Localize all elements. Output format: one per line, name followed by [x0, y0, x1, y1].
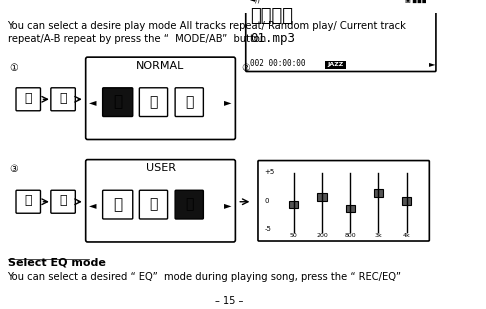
- Text: ▣ ▊▊▊: ▣ ▊▊▊: [405, 0, 428, 3]
- Text: 0: 0: [264, 198, 269, 204]
- FancyBboxPatch shape: [16, 88, 40, 111]
- Text: You can select a desire play mode All tracks repeat/ Random play/ Current track
: You can select a desire play mode All tr…: [7, 21, 406, 44]
- Text: ③: ③: [9, 164, 18, 174]
- Text: 002 00:00:00: 002 00:00:00: [250, 59, 306, 68]
- Text: 🎸: 🎸: [149, 95, 157, 109]
- FancyBboxPatch shape: [175, 190, 203, 219]
- Text: 🎤: 🎤: [149, 198, 157, 212]
- Text: You can select a desired “ EQ”  mode during playing song, press the “ REC/EQ”: You can select a desired “ EQ” mode duri…: [7, 272, 401, 281]
- FancyBboxPatch shape: [258, 161, 429, 241]
- Text: 800: 800: [345, 233, 356, 238]
- Bar: [374, 189, 383, 197]
- Text: +5: +5: [264, 169, 275, 175]
- Text: – 15 –: – 15 –: [215, 296, 243, 306]
- FancyBboxPatch shape: [139, 88, 168, 116]
- Text: 🔧: 🔧: [24, 92, 32, 105]
- Text: ►: ►: [429, 59, 436, 68]
- Text: ►: ►: [224, 200, 232, 210]
- FancyBboxPatch shape: [175, 88, 203, 116]
- Text: Select EQ mode: Select EQ mode: [7, 257, 105, 267]
- Bar: [265, 0, 294, 2]
- Text: 🔊: 🔊: [59, 92, 67, 105]
- Text: 🔊: 🔊: [59, 194, 67, 207]
- Bar: [325, 61, 346, 69]
- Bar: [346, 205, 355, 212]
- Text: ②: ②: [241, 63, 250, 73]
- Text: 4k: 4k: [403, 233, 411, 238]
- Text: 3k: 3k: [375, 233, 382, 238]
- Text: -5: -5: [264, 226, 272, 232]
- Text: JAZZ: JAZZ: [327, 62, 343, 67]
- Text: ◄: ◄: [89, 200, 97, 210]
- FancyBboxPatch shape: [246, 0, 436, 71]
- Text: 📊: 📊: [185, 198, 193, 212]
- Text: ►: ►: [224, 97, 232, 107]
- Text: 🎵: 🎵: [113, 95, 122, 110]
- FancyBboxPatch shape: [103, 88, 133, 116]
- Bar: [402, 197, 412, 205]
- Text: NORMAL: NORMAL: [137, 61, 185, 71]
- Bar: [317, 193, 327, 201]
- FancyBboxPatch shape: [51, 190, 75, 213]
- Text: 👆: 👆: [113, 197, 122, 212]
- Text: ①: ①: [9, 63, 18, 73]
- Text: 🥁: 🥁: [185, 95, 193, 109]
- FancyBboxPatch shape: [86, 57, 235, 139]
- Text: 音樂世界: 音樂世界: [250, 7, 294, 25]
- FancyBboxPatch shape: [86, 160, 235, 242]
- Text: 50: 50: [290, 233, 297, 238]
- Text: 01.mp3: 01.mp3: [250, 32, 295, 45]
- Text: 200: 200: [316, 233, 328, 238]
- Text: ◄: ◄: [89, 97, 97, 107]
- FancyBboxPatch shape: [51, 88, 75, 111]
- Text: ◄)): ◄)): [250, 0, 261, 3]
- FancyBboxPatch shape: [139, 190, 168, 219]
- FancyBboxPatch shape: [16, 190, 40, 213]
- Bar: [289, 201, 298, 209]
- Text: USER: USER: [145, 163, 175, 173]
- Text: 🔧: 🔧: [24, 194, 32, 207]
- FancyBboxPatch shape: [103, 190, 133, 219]
